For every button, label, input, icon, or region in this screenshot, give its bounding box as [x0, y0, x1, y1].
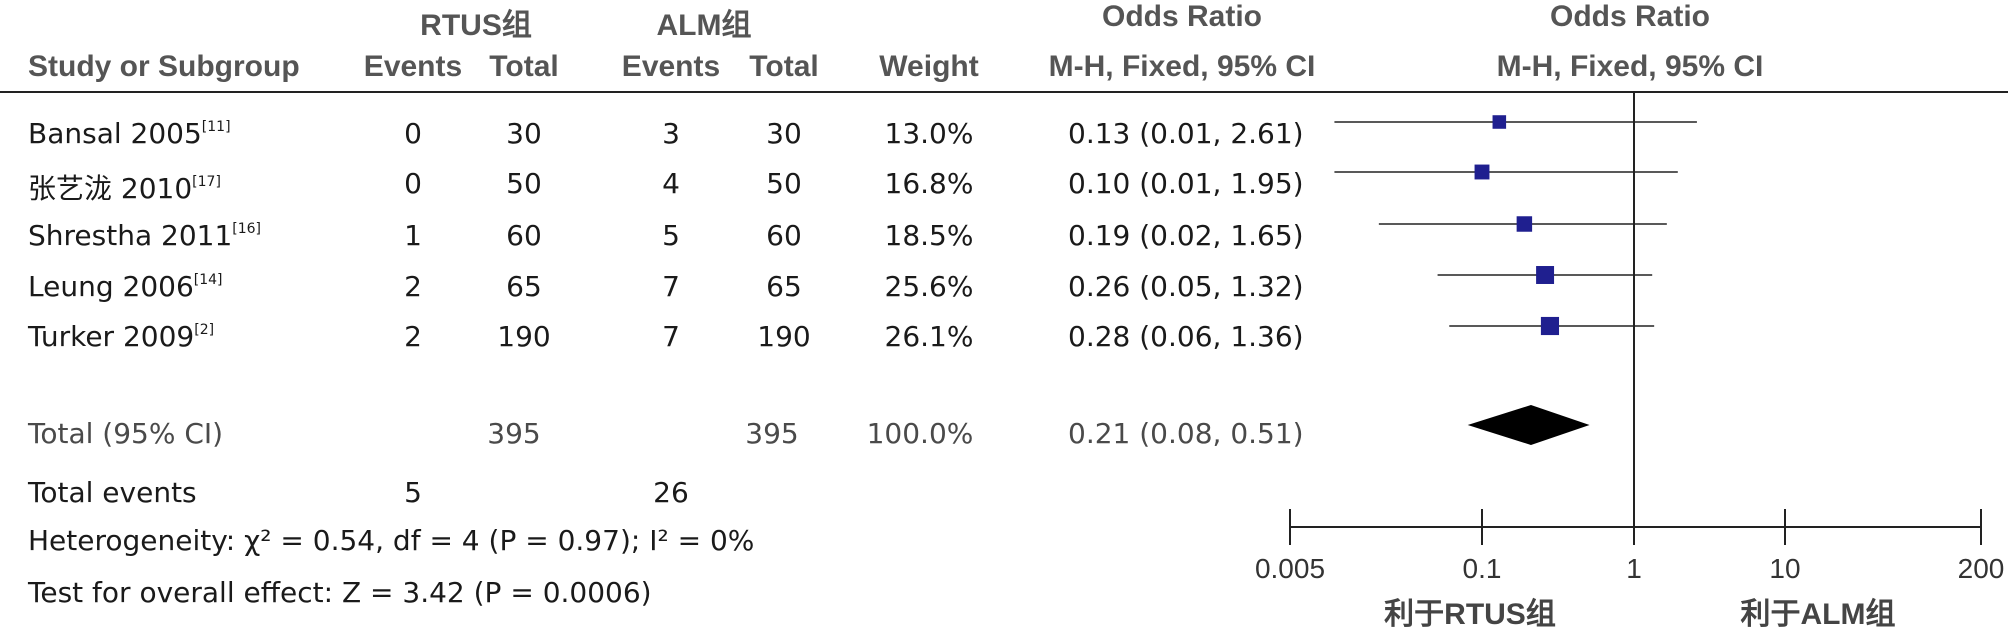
method-header-left: M-H, Fixed, 95% CI — [1048, 50, 1316, 83]
weight-cell: 18.5% — [884, 219, 974, 252]
events1-cell: 0 — [404, 117, 422, 150]
odds-ratio-ci-cell: 0.28 (0.06, 1.36) — [1068, 320, 1304, 353]
events2-column-header: Events — [621, 50, 721, 83]
plot-rows — [1334, 115, 1697, 445]
odds-ratio-ci-cell: 0.19 (0.02, 1.65) — [1068, 219, 1304, 252]
study-marker — [1536, 266, 1555, 284]
total1-cell: 30 — [506, 117, 542, 150]
total1-value: 395 — [487, 417, 541, 450]
total-ci: 0.21 (0.08, 0.51) — [1068, 417, 1304, 450]
events2-cell: 7 — [662, 320, 680, 353]
favours-left-label: 利于RTUS组 — [1384, 597, 1556, 631]
events2-cell: 5 — [662, 219, 680, 252]
study-name: Bansal 2005 — [28, 117, 202, 150]
study-marker — [1516, 216, 1533, 232]
method-header-right: M-H, Fixed, 95% CI — [1496, 50, 1764, 83]
study-ref: [11] — [201, 119, 231, 135]
total2-cell: 60 — [766, 219, 802, 252]
odds-ratio-ci-cell: 0.13 (0.01, 2.61) — [1068, 117, 1304, 150]
events1-column-header: Events — [363, 50, 463, 83]
events2-cell: 4 — [662, 167, 680, 200]
total1-cell: 65 — [506, 270, 542, 303]
study-name-cell: 张艺泷 2010[17] — [28, 167, 221, 207]
header-divider — [0, 91, 2008, 93]
study-name-cell: Leung 2006[14] — [28, 270, 223, 303]
total-events2: 26 — [653, 476, 689, 509]
weight-cell: 26.1% — [884, 320, 974, 353]
study-ref: [16] — [232, 221, 262, 237]
x-tick-label: 200 — [1958, 553, 2005, 584]
study-marker — [1540, 316, 1560, 336]
total-events-label: Total events — [28, 476, 197, 509]
total-weight: 100.0% — [866, 417, 974, 450]
x-tick-label: 0.1 — [1463, 553, 1502, 584]
pooled-diamond — [1467, 405, 1590, 445]
total2-cell: 50 — [766, 167, 802, 200]
weight-cell: 13.0% — [884, 117, 974, 150]
x-tick-label: 10 — [1769, 553, 1800, 584]
group2-header: ALM组 — [656, 9, 752, 42]
events1-cell: 2 — [404, 270, 422, 303]
odds-ratio-ci-cell: 0.26 (0.05, 1.32) — [1068, 270, 1304, 303]
total-events1: 5 — [404, 476, 422, 509]
study-marker — [1474, 164, 1490, 180]
total1-column-header: Total — [489, 50, 559, 83]
total2-column-header: Total — [749, 50, 819, 83]
total1-cell: 50 — [506, 167, 542, 200]
events1-cell: 1 — [404, 219, 422, 252]
x-tick-label: 1 — [1626, 553, 1642, 584]
total2-value: 395 — [745, 417, 799, 450]
study-name-cell: Turker 2009[2] — [28, 320, 214, 353]
total1-cell: 190 — [497, 320, 551, 353]
x-tick-label: 0.005 — [1255, 553, 1325, 584]
plot-axis: 0.005 0.1 1 10 200 — [1255, 509, 2004, 584]
study-name: Shrestha 2011 — [28, 219, 233, 252]
favours-right-label: 利于ALM组 — [1741, 597, 1896, 631]
total-label: Total (95% CI) — [28, 417, 224, 450]
weight-column-header: Weight — [879, 50, 979, 83]
study-ref: [14] — [193, 272, 223, 288]
study-name-cell: Bansal 2005[11] — [28, 117, 231, 150]
odds-ratio-header-left: Odds Ratio — [1101, 0, 1263, 33]
events2-cell: 7 — [662, 270, 680, 303]
odds-ratio-ci-cell: 0.10 (0.01, 1.95) — [1068, 167, 1304, 200]
study-ref: [17] — [192, 174, 221, 190]
odds-ratio-header-right: Odds Ratio — [1549, 0, 1711, 33]
events1-cell: 0 — [404, 167, 422, 200]
total2-cell: 30 — [766, 117, 802, 150]
total1-cell: 60 — [506, 219, 542, 252]
heterogeneity-text: Heterogeneity: χ² = 0.54, df = 4 (P = 0.… — [28, 524, 755, 557]
total2-cell: 190 — [757, 320, 811, 353]
study-name: Leung 2006 — [28, 270, 194, 303]
study-name: 张艺泷 2010 — [28, 172, 193, 205]
study-name: Turker 2009 — [28, 320, 195, 353]
events2-cell: 3 — [662, 117, 680, 150]
study-name-cell: Shrestha 2011[16] — [28, 219, 261, 252]
total2-cell: 65 — [766, 270, 802, 303]
overall-effect-text: Test for overall effect: Z = 3.42 (P = 0… — [28, 576, 652, 609]
weight-cell: 16.8% — [884, 167, 974, 200]
group1-header: RTUS组 — [420, 9, 532, 42]
study-column-header: Study or Subgroup — [28, 50, 300, 83]
events1-cell: 2 — [404, 320, 422, 353]
study-ref: [2] — [194, 322, 215, 338]
study-marker — [1492, 115, 1507, 129]
weight-cell: 25.6% — [884, 270, 974, 303]
